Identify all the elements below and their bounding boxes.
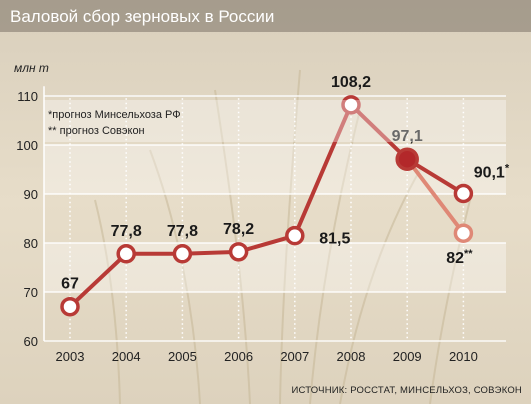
axes: 60 70 80 90 100 110 2003 2004 2005 2006 2007 2008 20… bbox=[16, 86, 478, 364]
data-label-2009: 97,1 bbox=[392, 128, 423, 145]
series-markers bbox=[60, 95, 474, 317]
wheat-background-illustration bbox=[94, 69, 471, 404]
data-point-2007 bbox=[285, 225, 305, 246]
data-label-2006: 78,2 bbox=[223, 221, 254, 238]
data-point-2005 bbox=[172, 244, 193, 264]
chart-title: Валовой сбор зерновых в России bbox=[10, 7, 274, 26]
x-tick-label: 2006 bbox=[224, 349, 253, 364]
data-label-2004: 77,8 bbox=[111, 223, 142, 240]
source-note: ИСТОЧНИК: РОССТАТ, МИНСЕЛЬХОЗ, СОВЭКОН bbox=[291, 385, 522, 396]
y-tick-label: 80 bbox=[24, 236, 38, 251]
grid-band bbox=[44, 145, 506, 194]
data-point-2008 bbox=[341, 95, 361, 115]
series-line-sovecon bbox=[405, 158, 465, 235]
data-point-2009 bbox=[395, 147, 419, 171]
data-point-2003 bbox=[60, 296, 80, 317]
y-tick-label: 90 bbox=[24, 187, 38, 202]
legend-item-minselkhoz: *прогноз Минсельхоза РФ bbox=[48, 109, 181, 121]
data-label-2003: 67 bbox=[61, 276, 79, 293]
x-tick-label: 2005 bbox=[168, 349, 197, 364]
data-point-2004 bbox=[116, 244, 136, 264]
data-label-2005: 77,8 bbox=[167, 223, 198, 240]
y-tick-label: 100 bbox=[16, 138, 38, 153]
y-tick-label: 70 bbox=[24, 285, 38, 300]
data-label-2007: 81,5 bbox=[319, 231, 350, 248]
legend-item-sovecon: ** прогноз Совэкон bbox=[48, 125, 145, 137]
x-tick-label: 2008 bbox=[337, 349, 366, 364]
y-axis-label: млн т bbox=[14, 61, 49, 75]
legend-box bbox=[44, 100, 506, 142]
y-tick-label: 110 bbox=[17, 89, 38, 104]
forecast-mark: ** bbox=[464, 248, 473, 260]
x-tick-label: 2004 bbox=[112, 349, 141, 364]
data-label-2008: 108,2 bbox=[331, 74, 371, 91]
x-tick-label: 2007 bbox=[280, 349, 309, 364]
y-tick-label: 60 bbox=[24, 334, 38, 349]
title-bar bbox=[0, 0, 531, 32]
data-point-2010 bbox=[453, 183, 474, 204]
data-point-2006 bbox=[228, 242, 249, 262]
x-tick-label: 2010 bbox=[449, 349, 478, 364]
x-tick-label: 2009 bbox=[393, 349, 422, 364]
data-label-2010: 90,1* bbox=[474, 163, 510, 182]
data-point-sovecon-2010 bbox=[453, 223, 474, 243]
x-tick-label: 2003 bbox=[56, 349, 85, 364]
forecast-mark: * bbox=[505, 163, 510, 175]
